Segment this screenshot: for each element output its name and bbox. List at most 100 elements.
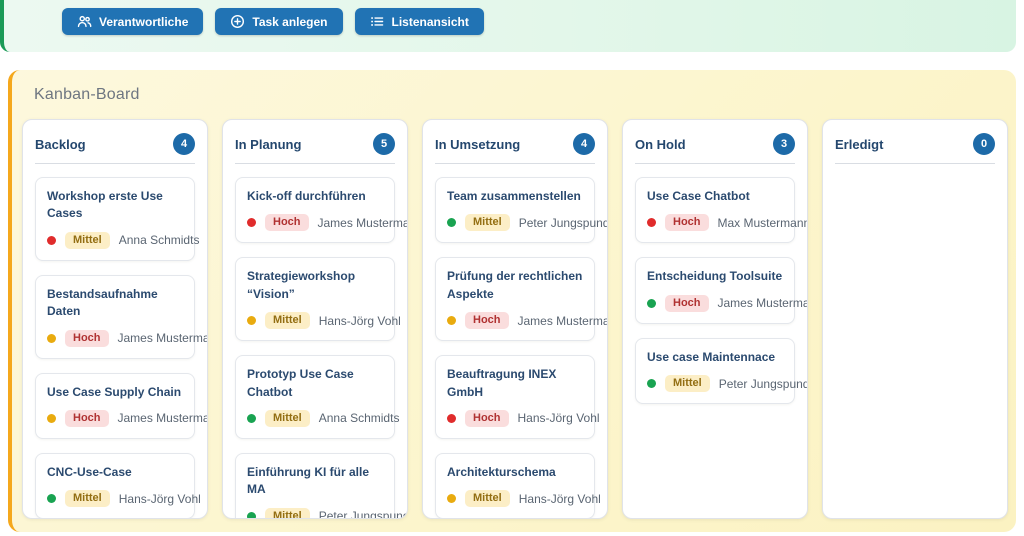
page-title: Kanban-Board — [34, 86, 140, 103]
card-assignee: Peter Jungspund — [718, 376, 808, 391]
card-assignee: James Mustermann — [717, 296, 808, 311]
kanban-column-backlog: Backlog 4 Workshop erste Use Cases Mittel An… — [22, 119, 208, 519]
priority-badge: Hoch — [65, 329, 109, 347]
card-title: Beauftragung INEX GmbH — [447, 367, 557, 399]
card-title: Prüfung der rechtlichen Aspekte — [447, 269, 583, 301]
card-meta: Mittel Anna Schmidts — [47, 231, 199, 249]
priority-badge: Hoch — [465, 312, 509, 330]
card-meta: Mittel Peter Jungspund — [247, 507, 407, 518]
column-count-badge: 5 — [373, 133, 395, 155]
card-title: Kick-off durchführen — [247, 189, 366, 203]
kanban-card[interactable]: Prototyp Use Case Chatbot Mittel Anna Schm… — [235, 355, 399, 439]
priority-badge: Mittel — [65, 490, 110, 508]
card-assignee: Hans-Jörg Vohl — [517, 411, 600, 426]
kanban-card[interactable]: Kick-off durchführen Hoch James Mustermann — [235, 177, 407, 244]
card-title: Entscheidung Toolsuite — [647, 269, 783, 284]
kanban-card[interactable]: Workshop erste Use Cases Mittel Anna Schmi… — [35, 177, 199, 261]
card-meta: Hoch James Mustermann — [647, 294, 807, 312]
priority-dot-red — [47, 235, 56, 245]
kanban-board-panel: Kanban-Board Backlog 4 Workshop erste Use … — [8, 70, 1016, 532]
toolbar-panel: Verantwortliche Task anlegen Listenansicht — [0, 0, 1016, 52]
column-title: Backlog — [35, 136, 86, 152]
priority-badge: Mittel — [265, 507, 310, 518]
priority-dot-yellow — [447, 316, 456, 326]
listenansicht-button[interactable]: Listenansicht — [354, 8, 484, 35]
column-title: In Planung — [235, 136, 302, 152]
priority-dot-yellow — [247, 316, 256, 326]
card-assignee: Hans-Jörg Vohl — [518, 491, 601, 506]
priority-dot-green — [647, 379, 656, 389]
card-title: CNC-Use-Case — [47, 464, 132, 479]
priority-dot-red — [247, 218, 256, 228]
kanban-card[interactable]: Bestandsaufnahme Daten Hoch James Musterma… — [35, 274, 207, 359]
column-count-badge: 3 — [773, 133, 795, 155]
card-assignee: Anna Schmidts — [118, 233, 200, 248]
plus-circle-icon — [230, 14, 245, 29]
priority-dot-green — [447, 218, 456, 228]
card-title: Use Case Chatbot — [647, 189, 750, 203]
column-header: Backlog 4 — [35, 133, 195, 164]
kanban-card[interactable]: CNC-Use-Case Mittel Hans-Jörg Vohl — [35, 452, 201, 518]
kanban-card[interactable]: Use case Maintennace Mittel Peter Jungspun… — [635, 337, 807, 405]
card-meta: Hoch James Mustermann — [47, 329, 207, 347]
card-title: Architekturschema — [447, 464, 556, 479]
priority-dot-yellow — [47, 333, 56, 343]
column-title: Erledigt — [835, 136, 884, 152]
priority-dot-red — [647, 218, 656, 228]
kanban-column-erledigt: Erledigt 0 — [822, 119, 1008, 519]
card-title: Strategieworkshop “Vision” — [247, 269, 356, 301]
priority-dot-green — [247, 413, 256, 423]
card-meta: Hoch James Mustermann — [247, 214, 407, 232]
column-header: On Hold 3 — [635, 133, 795, 164]
card-assignee: James Mustermann — [117, 331, 208, 346]
priority-badge: Mittel — [65, 231, 110, 249]
kanban-card[interactable]: Architekturschema Mittel Hans-Jörg Vohl — [435, 452, 601, 518]
list-icon — [370, 14, 385, 29]
button-label: Verantwortliche — [99, 14, 189, 29]
button-label: Task anlegen — [252, 14, 328, 29]
card-meta: Mittel Peter Jungspund — [447, 214, 607, 232]
card-meta: Hoch James Mustermann — [47, 409, 207, 427]
priority-badge: Mittel — [665, 375, 710, 393]
card-meta: Hoch Hans-Jörg Vohl — [447, 409, 600, 427]
priority-badge: Mittel — [465, 214, 510, 232]
kanban-card[interactable]: Team zusammenstellen Mittel Peter Jungspun… — [435, 177, 607, 244]
verantwortliche-button[interactable]: Verantwortliche — [62, 8, 204, 35]
priority-badge: Hoch — [465, 409, 509, 427]
column-header: In Umsetzung 4 — [435, 133, 595, 164]
card-title: Einführung KI für alle MA — [247, 464, 369, 497]
card-meta: Mittel Hans-Jörg Vohl — [247, 312, 401, 330]
card-assignee: James Mustermann — [517, 313, 608, 328]
card-meta: Hoch Max Mustermann — [647, 214, 807, 232]
priority-dot-green — [647, 298, 656, 308]
card-assignee: Hans-Jörg Vohl — [318, 313, 401, 328]
card-assignee: Max Mustermann — [717, 215, 808, 230]
card-title: Use case Maintennace — [647, 349, 776, 364]
task-anlegen-button[interactable]: Task anlegen — [215, 8, 343, 35]
card-title: Workshop erste Use Cases — [47, 189, 163, 221]
kanban-card[interactable]: Prüfung der rechtlichen Aspekte Hoch James… — [435, 257, 607, 342]
kanban-card[interactable]: Strategieworkshop “Vision” Mittel Hans-Jör… — [235, 257, 401, 342]
priority-dot-yellow — [447, 494, 456, 504]
column-header: Erledigt 0 — [835, 133, 995, 164]
kanban-card[interactable]: Einführung KI für alle MA Mittel Peter Jun… — [235, 452, 407, 518]
priority-badge: Mittel — [265, 312, 310, 330]
kanban-card[interactable]: Entscheidung Toolsuite Hoch James Musterma… — [635, 257, 807, 324]
priority-dot-green — [47, 494, 56, 504]
card-assignee: Hans-Jörg Vohl — [118, 491, 201, 506]
priority-badge: Mittel — [465, 490, 510, 508]
card-title: Team zusammenstellen — [447, 189, 581, 203]
kanban-column-in-planung: In Planung 5 Kick-off durchführen Hoch James… — [222, 119, 408, 519]
kanban-card[interactable]: Beauftragung INEX GmbH Hoch Hans-Jörg Vohl — [435, 355, 600, 439]
card-title: Use Case Supply Chain — [47, 384, 182, 399]
card-meta: Hoch James Mustermann — [447, 312, 607, 330]
card-assignee: Anna Schmidts — [318, 411, 400, 426]
card-assignee: Peter Jungspund — [318, 509, 408, 519]
kanban-column-on-hold: On Hold 3 Use Case Chatbot Hoch Max Musterma… — [622, 119, 808, 519]
button-label: Listenansicht — [391, 14, 469, 29]
kanban-columns: Backlog 4 Workshop erste Use Cases Mittel An… — [22, 119, 1008, 519]
card-meta: Mittel Hans-Jörg Vohl — [47, 490, 201, 508]
kanban-card[interactable]: Use Case Chatbot Hoch Max Mustermann — [635, 177, 807, 244]
priority-badge: Hoch — [65, 409, 109, 427]
kanban-card[interactable]: Use Case Supply Chain Hoch James Musterman… — [35, 372, 207, 439]
